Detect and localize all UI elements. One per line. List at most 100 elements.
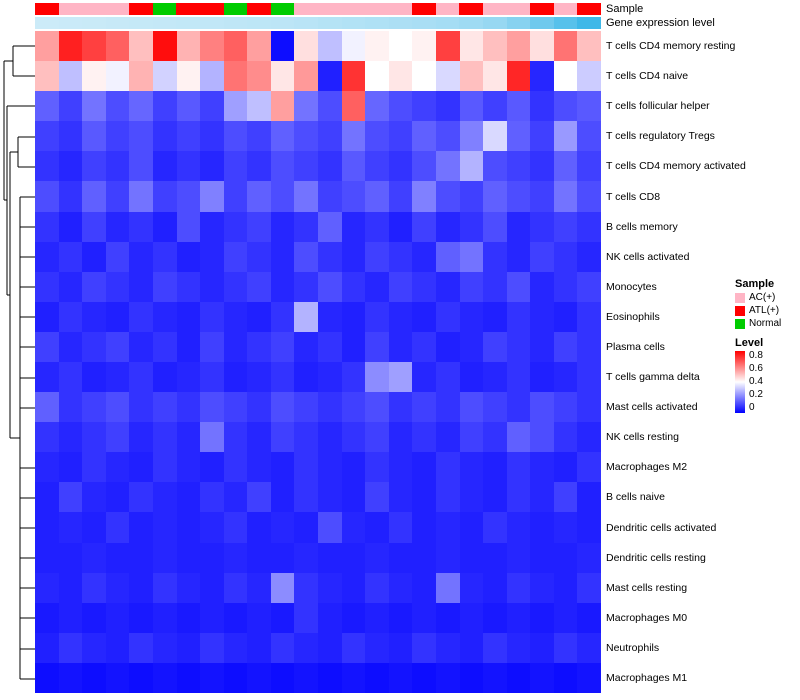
row-label: B cells memory — [606, 220, 678, 233]
legend-item-label: ATL(+) — [749, 305, 780, 316]
heatmap-cell — [247, 91, 271, 122]
heatmap-cell — [365, 331, 389, 362]
heatmap-cell — [388, 91, 413, 122]
heatmap-cell — [270, 31, 295, 62]
heatmap-cell — [129, 632, 153, 663]
heatmap-cell — [176, 632, 201, 663]
heatmap-cell — [82, 241, 106, 272]
level-tick-label: 0.2 — [749, 389, 763, 400]
heatmap-cell — [435, 241, 460, 272]
heatmap-cell — [223, 331, 248, 362]
heatmap-cell — [223, 632, 248, 663]
heatmap-cell — [294, 572, 318, 603]
heatmap-cell — [129, 512, 153, 543]
heatmap-cell — [105, 632, 130, 663]
heatmap-cell — [35, 31, 59, 62]
heatmap-cell — [176, 331, 201, 362]
heatmap-cell — [506, 362, 531, 393]
heatmap-cell — [318, 632, 342, 663]
expression-annotation-cell — [247, 17, 271, 29]
heatmap-cell — [530, 572, 554, 603]
legend-swatch — [735, 306, 745, 316]
heatmap-cell — [530, 181, 554, 212]
heatmap-cell — [35, 542, 59, 573]
heatmap-cell — [506, 331, 531, 362]
heatmap-cell — [35, 151, 59, 182]
legend-item: Normal — [735, 318, 799, 330]
heatmap-cell — [506, 512, 531, 543]
row-label: T cells gamma delta — [606, 371, 700, 384]
heatmap-cell — [223, 482, 248, 513]
heatmap-cell — [506, 452, 531, 483]
heatmap-cell — [176, 121, 201, 152]
heatmap-cell — [247, 602, 271, 633]
heatmap-cell — [152, 662, 177, 693]
heatmap-cell — [506, 61, 531, 92]
heatmap-cell — [105, 151, 130, 182]
heatmap-cell — [82, 271, 106, 302]
heatmap-cell — [388, 121, 413, 152]
heatmap-grid — [35, 31, 601, 693]
heatmap-cell — [82, 301, 106, 332]
heatmap-cell — [152, 632, 177, 663]
heatmap-cell — [341, 61, 366, 92]
row-label: Macrophages M2 — [606, 461, 688, 474]
heatmap-cell — [553, 362, 578, 393]
heatmap-cell — [435, 482, 460, 513]
heatmap-cell — [412, 301, 436, 332]
sample-annotation-cell — [223, 3, 248, 15]
heatmap-cell — [82, 211, 106, 242]
heatmap-cell — [152, 452, 177, 483]
heatmap-cell — [200, 632, 224, 663]
heatmap-cell — [129, 362, 153, 393]
heatmap-cell — [223, 271, 248, 302]
heatmap-cell — [223, 91, 248, 122]
heatmap-cell — [459, 211, 484, 242]
heatmap-cell — [223, 422, 248, 453]
heatmap-cell — [459, 331, 484, 362]
heatmap-cell — [82, 151, 106, 182]
heatmap-cell — [388, 662, 413, 693]
heatmap-cell — [318, 61, 342, 92]
heatmap-cell — [553, 211, 578, 242]
heatmap-cell — [200, 121, 224, 152]
sample-annotation-cell — [35, 3, 59, 15]
heatmap-cell — [58, 362, 83, 393]
heatmap-cell — [176, 91, 201, 122]
heatmap-cell — [318, 512, 342, 543]
heatmap-cell — [553, 392, 578, 423]
heatmap-cell — [388, 151, 413, 182]
sample-annotation-cell — [58, 3, 83, 15]
sample-annotation-cell — [459, 3, 483, 15]
heatmap-cell — [176, 211, 201, 242]
heatmap-cell — [341, 241, 366, 272]
heatmap-cell — [105, 362, 130, 393]
heatmap-cell — [105, 301, 130, 332]
heatmap-cell — [388, 632, 413, 663]
heatmap-cell — [577, 31, 601, 62]
heatmap-cell — [318, 422, 342, 453]
heatmap-cell — [506, 632, 531, 663]
row-label: T cells regulatory Tregs — [606, 130, 715, 143]
heatmap-cell — [247, 331, 271, 362]
sample-annotation-cell — [270, 3, 295, 15]
heatmap-cell — [365, 542, 389, 573]
heatmap-cell — [129, 61, 153, 92]
sample-annotation-cell — [294, 3, 318, 15]
heatmap-cell — [365, 392, 389, 423]
heatmap-cell — [388, 31, 413, 62]
heatmap-cell — [200, 572, 224, 603]
heatmap-cell — [365, 121, 389, 152]
heatmap-cell — [388, 422, 413, 453]
expression-annotation-cell — [223, 17, 248, 29]
heatmap-cell — [270, 61, 295, 92]
heatmap-cell — [318, 301, 342, 332]
heatmap-cell — [459, 572, 484, 603]
heatmap-cell — [553, 542, 578, 573]
heatmap-cell — [577, 331, 601, 362]
heatmap-cell — [294, 331, 318, 362]
heatmap-cell — [483, 512, 507, 543]
heatmap-cell — [247, 392, 271, 423]
heatmap-cell — [223, 362, 248, 393]
heatmap-cell — [435, 512, 460, 543]
